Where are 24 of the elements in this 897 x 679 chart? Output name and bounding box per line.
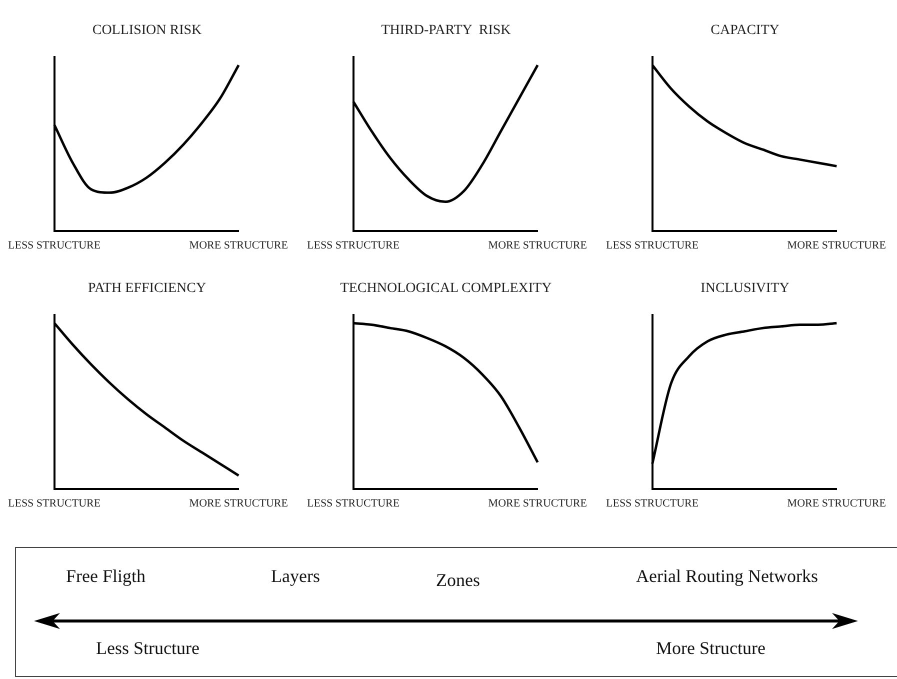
chart-title: PATH EFFICIENCY [88,281,206,296]
text: Zones [436,570,480,591]
x-tick-label: MORE STRUCTURE [189,239,288,252]
x-tick-label: LESS STRUCTURE [606,497,699,510]
text: More Structure [656,638,766,659]
text: Less Structure [96,638,200,659]
chart-title: COLLISION RISK [92,23,202,38]
x-tick-label: LESS STRUCTURE [606,239,699,252]
x-tick-label: MORE STRUCTURE [787,497,886,510]
chart-title: TECHNOLOGICAL COMPLEXITY [340,281,552,296]
text: Layers [271,566,320,587]
x-tick-label: LESS STRUCTURE [8,497,101,510]
x-tick-label: MORE STRUCTURE [189,497,288,510]
chart-title: INCLUSIVITY [700,281,790,296]
text: Aerial Routing Networks [636,566,818,587]
x-tick-label: MORE STRUCTURE [787,239,886,252]
text: Free Fligth [66,566,146,587]
x-tick-label: MORE STRUCTURE [488,239,588,252]
chart-title: CAPACITY [710,23,780,38]
chart-title: THIRD-PARTY RISK [381,23,511,38]
x-tick-label: LESS STRUCTURE [306,497,400,510]
x-tick-label: LESS STRUCTURE [8,239,101,252]
x-tick-label: LESS STRUCTURE [306,239,400,252]
x-tick-label: MORE STRUCTURE [488,497,588,510]
